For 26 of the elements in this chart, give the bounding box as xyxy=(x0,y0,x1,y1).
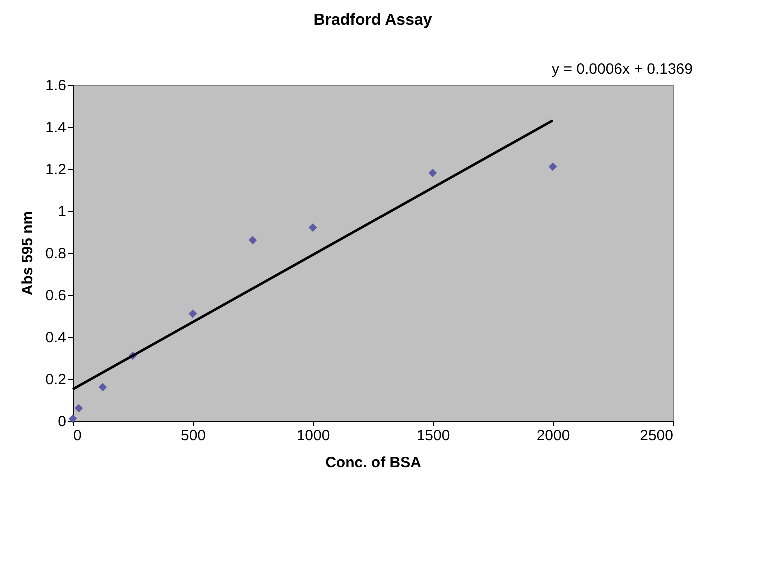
x-tick-label: 500 xyxy=(180,428,206,444)
point xyxy=(98,383,108,392)
chart-title: Bradford Assay xyxy=(314,12,432,29)
x-tick-label: 0 xyxy=(74,428,82,444)
point xyxy=(428,169,438,178)
x-tick-label: 2000 xyxy=(536,428,570,444)
x-tick-label: 1000 xyxy=(296,428,330,444)
y-tick-label: 0 xyxy=(58,414,66,430)
y-tick-label: 0.6 xyxy=(46,288,66,304)
y-axis-title: Abs 595 nm xyxy=(20,211,37,296)
text: y = 0.0006x + 0.1369 xyxy=(552,61,693,78)
x-axis-title: Conc. of BSA xyxy=(326,454,422,472)
x-tick-label: 1500 xyxy=(416,428,450,444)
point xyxy=(548,162,558,172)
y-tick-label: 1 xyxy=(58,204,66,220)
y-tick-label: 0.2 xyxy=(46,372,66,388)
y-tick-label: 1.2 xyxy=(46,162,66,178)
y-tick-label: 1.6 xyxy=(46,78,66,94)
y-tick-label: 0.8 xyxy=(46,246,66,262)
point xyxy=(74,404,84,413)
y-tick-label: 0.4 xyxy=(46,330,66,346)
point xyxy=(188,310,198,318)
y-tick-label: 1.4 xyxy=(46,120,66,136)
x-tick-label: 2500 xyxy=(640,428,674,444)
point xyxy=(308,224,318,232)
point xyxy=(248,236,258,245)
